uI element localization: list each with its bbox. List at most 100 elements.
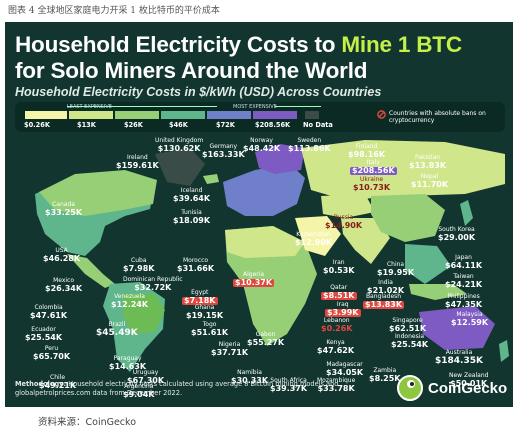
label-bangladesh: Bangladesh $13.83K bbox=[363, 293, 405, 309]
label-morocco: Morocco $31.66K bbox=[177, 257, 215, 273]
region-greenland bbox=[155, 148, 205, 186]
label-iran: Iran $0.53K bbox=[323, 259, 355, 275]
label-south-africa: South Africa $39.37K bbox=[270, 377, 308, 393]
label-ireland: Ireland $159.61K bbox=[116, 154, 159, 170]
label-russia: Russia $14.90K bbox=[325, 214, 363, 230]
label-new-zealand: New Zealand $50.01K bbox=[449, 372, 489, 388]
label-madagascar: Madagascar $34.05K bbox=[326, 361, 364, 377]
figure-caption: 图表 4 全球地区家庭电力开采 1 枚比特币的平价成本 bbox=[8, 6, 220, 16]
ban-icon bbox=[377, 110, 386, 119]
label-uruguay: Uruguay $67.30K bbox=[127, 369, 165, 385]
label-philippines: Philippines $47.35K bbox=[445, 293, 483, 309]
region-iceland bbox=[203, 174, 219, 184]
label-peru: Peru $65.70K bbox=[33, 345, 71, 361]
label-colombia: Colombia $47.61K bbox=[30, 304, 68, 320]
region-north-africa bbox=[225, 226, 305, 258]
label-china: China $19.95K bbox=[377, 261, 415, 277]
label-pakistan: Pakistan $13.83K bbox=[409, 154, 447, 170]
label-ecuador: Ecuador $25.54K bbox=[25, 326, 63, 342]
label-germany: Germany $163.33K bbox=[202, 143, 245, 159]
ban-legend-text: Countries with absolute bans on cryptocu… bbox=[389, 110, 486, 124]
label-ghana: Ghana $19.15K bbox=[186, 304, 224, 320]
legend-arrow-right bbox=[275, 106, 321, 107]
region-new-zealand bbox=[499, 340, 509, 362]
label-togo: Togo $51.61K bbox=[191, 321, 229, 337]
title-prefix: Household Electricity Costs to bbox=[15, 32, 342, 57]
label-mexico: Mexico $26.34K bbox=[45, 277, 83, 293]
label-finland: Finland $98.16K bbox=[348, 143, 386, 159]
legend-label-5: $72K bbox=[216, 121, 235, 129]
label-tunisia: Tunisia $18.09K bbox=[173, 209, 211, 225]
label-canada: Canada $33.25K bbox=[45, 201, 83, 217]
label-nigeria: Nigeria $37.71K bbox=[211, 341, 249, 357]
region-china bbox=[371, 194, 445, 242]
region-russia bbox=[301, 140, 505, 200]
region-south-asia bbox=[341, 218, 390, 264]
label-kenya: Kenya $47.62K bbox=[317, 339, 355, 355]
region-australia bbox=[419, 306, 495, 350]
legend-label-4: $46K bbox=[169, 121, 188, 129]
subtitle: Household Electricity Costs in $/kWh (US… bbox=[15, 85, 382, 99]
region-canada bbox=[39, 170, 157, 216]
label-south-korea: South Korea $29.00K bbox=[438, 226, 476, 242]
region-indonesia bbox=[409, 284, 467, 300]
label-venezuela: Venezuela $12.24K bbox=[111, 293, 149, 309]
label-norway: Norway $48.42K bbox=[243, 137, 281, 153]
label-iraq: Iraq $3.99K bbox=[325, 301, 361, 317]
title-highlight: Mine 1 BTC bbox=[341, 32, 462, 57]
legend-least-label: LEAST EXPENSIVE bbox=[67, 104, 112, 110]
label-italy: Italy $208.56K bbox=[350, 159, 397, 175]
region-kazakhstan bbox=[321, 194, 375, 218]
legend-swatch-6 bbox=[253, 111, 297, 119]
label-sweden: Sweden $113.86K bbox=[288, 137, 331, 153]
label-malaysia: Malaysia $12.59K bbox=[451, 311, 489, 327]
label-usa: USA $46.28K bbox=[43, 247, 81, 263]
label-cuba: Cuba $7.98K bbox=[123, 257, 155, 273]
title-line-2: for Solo Miners Around the World bbox=[15, 58, 368, 83]
region-japan bbox=[460, 200, 473, 226]
legend-label-3: $26K bbox=[124, 121, 143, 129]
label-zambia: Zambia $8.25K bbox=[369, 367, 401, 383]
legend-label-2: $13K bbox=[77, 121, 96, 129]
label-chile: Chile $49.21K bbox=[39, 374, 77, 390]
infographic-map: Household Electricity Costs to Mine 1 BT… bbox=[5, 22, 513, 407]
label-singapore: Singapore $62.51K bbox=[389, 317, 427, 333]
label-paraguay: Paraguay $14.63K bbox=[109, 355, 147, 371]
region-scandinavia bbox=[255, 144, 305, 174]
label-mozambique: Mozambique $33.78K bbox=[317, 377, 356, 393]
region-middle-east bbox=[295, 216, 341, 256]
region-southeast-asia bbox=[405, 244, 451, 284]
region-central-america bbox=[67, 254, 115, 288]
label-nepal: Nepal $11.70K bbox=[411, 173, 449, 189]
label-japan: Japan $64.11K bbox=[445, 254, 483, 270]
label-dominican-republic: Dominican Republic $32.72K bbox=[123, 276, 183, 292]
gecko-icon bbox=[397, 375, 423, 401]
label-argentina: Argentina $9.04K bbox=[123, 383, 155, 399]
label-namibia: Namibia $30.33K bbox=[231, 369, 269, 385]
source-note: 资料来源：CoinGecko bbox=[38, 417, 137, 428]
gecko-pupil-icon bbox=[410, 382, 414, 386]
legend-most-label: MOST EXPENSIVE bbox=[233, 104, 277, 110]
label-egypt: Egypt $7.18K bbox=[182, 289, 218, 305]
label-ukraine: Ukraine $10.73K bbox=[353, 176, 391, 192]
legend-swatch-4 bbox=[161, 111, 205, 119]
label-indonesia: Indonesia $25.54K bbox=[391, 333, 429, 349]
label-iceland: Iceland $39.64K bbox=[173, 187, 211, 203]
legend-label-nodata: No Data bbox=[303, 121, 333, 129]
legend-swatch-1 bbox=[25, 111, 67, 119]
label-gabon: Gabon $55.27K bbox=[247, 331, 285, 347]
label-kazakhstan: Kazakhstan $12.90K bbox=[295, 231, 333, 247]
legend-label-1: $0.26K bbox=[24, 121, 50, 129]
label-qatar: Qatar $8.51K bbox=[321, 284, 357, 300]
label-united-kingdom: United Kingdom $130.62K bbox=[155, 137, 204, 153]
legend-arrow-left bbox=[67, 106, 217, 107]
legend-swatch-5 bbox=[207, 111, 251, 119]
label-india: India $21.02K bbox=[367, 279, 405, 295]
legend-swatch-2 bbox=[69, 111, 113, 119]
coingecko-logo: CoinGecko bbox=[397, 374, 509, 404]
legend-label-6: $208.56K bbox=[255, 121, 291, 129]
title-line-1: Household Electricity Costs to Mine 1 BT… bbox=[15, 32, 462, 58]
legend-swatch-3 bbox=[115, 111, 159, 119]
label-australia: Australia $184.35K bbox=[435, 349, 483, 366]
label-algeria: Algeria $10.37K bbox=[233, 271, 275, 287]
